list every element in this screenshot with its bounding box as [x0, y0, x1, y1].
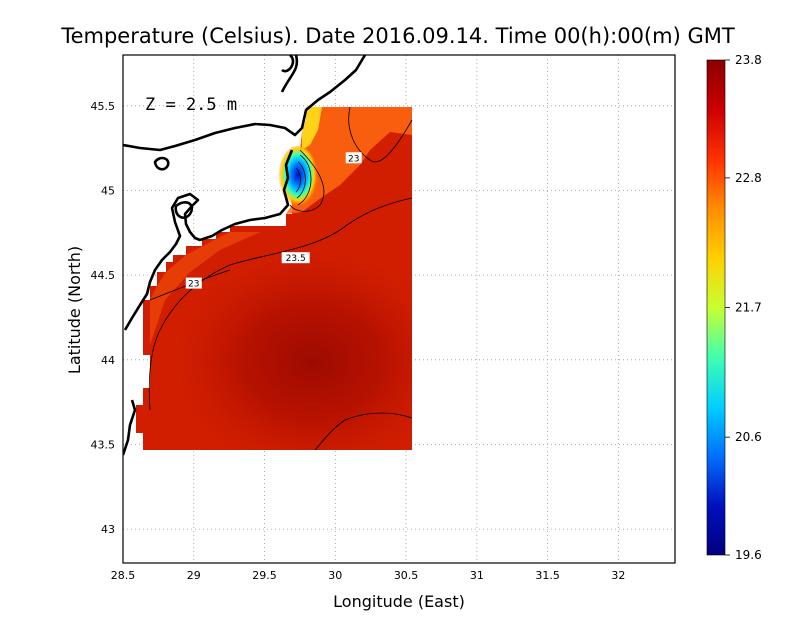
x-axis-label: Longitude (East)	[333, 592, 465, 611]
x-axis-ticks: 28.5 29 29.5 30 30.5 31 31.5 32	[111, 569, 626, 582]
colorbar-tick-label: 20.6	[735, 430, 762, 444]
y-axis-ticks: 43 43.5 44 44.5 45 45.5	[91, 100, 116, 536]
map-plot-area: 23 23.5 23 Z = 2.5 m	[122, 54, 676, 564]
x-tick-label: 32	[611, 569, 625, 582]
x-tick-label: 30.5	[394, 569, 419, 582]
contour-label: 23	[345, 152, 362, 164]
map-title: Temperature (Celsius). Date 2016.09.14. …	[60, 24, 735, 48]
cold-spot	[278, 146, 318, 210]
colorbar-tick-label: 21.7	[735, 301, 762, 315]
y-tick-label: 45.5	[91, 100, 116, 113]
y-tick-label: 44.5	[91, 269, 116, 282]
x-tick-label: 30	[328, 569, 342, 582]
coastal-orange-strip	[150, 232, 260, 345]
x-tick-label: 29	[187, 569, 201, 582]
lagoon-2	[174, 201, 194, 219]
contour-cold-2	[296, 161, 306, 199]
colorbar-tick-label: 22.8	[735, 171, 762, 185]
contour-label-box	[185, 277, 202, 289]
lagoon-3	[281, 55, 295, 73]
colorbar-ticks: 23.8 22.8 21.7 20.6 19.6	[725, 53, 762, 562]
contour-label: 23	[185, 277, 202, 290]
colorbar-tick-label: 19.6	[735, 548, 762, 562]
x-tick-label: 28.5	[111, 569, 136, 582]
temperature-field	[136, 106, 413, 451]
contour-cold-1	[297, 154, 312, 206]
contour-label: 23.5	[281, 252, 310, 264]
y-tick-label: 44	[101, 354, 115, 367]
coastline	[123, 55, 367, 456]
x-tick-label: 29.5	[252, 569, 277, 582]
coastline-danube-delta	[123, 149, 294, 331]
y-tick-label: 43.5	[91, 438, 116, 451]
y-tick-label: 43	[101, 523, 115, 536]
y-tick-label: 45	[101, 184, 115, 197]
contour-23-north	[348, 106, 413, 163]
x-tick-label: 31.5	[535, 569, 560, 582]
contour-23-5-shelf	[148, 197, 413, 411]
coastline-romania-ukraine	[123, 55, 367, 152]
x-tick-label: 31	[470, 569, 484, 582]
contour-label-box	[281, 252, 310, 264]
coastline-south	[123, 399, 137, 456]
contour-cold-3	[295, 167, 301, 193]
contour-23-south	[314, 412, 413, 451]
yellow-upwelling-patch	[302, 107, 322, 150]
colorbar-gradient	[706, 59, 726, 556]
lagoon-1	[153, 156, 170, 171]
contour-label-box	[345, 152, 362, 164]
y-axis-label: Latitude (North)	[65, 246, 84, 374]
contour-label-text: 23.5	[286, 254, 306, 264]
plot-frame	[122, 54, 676, 564]
island-crimea-coast	[280, 55, 299, 93]
depth-label: Z = 2.5 m	[145, 95, 237, 115]
contour-label-text: 23	[348, 154, 359, 164]
colorbar-tick-label: 23.8	[735, 53, 762, 67]
contour-lines	[148, 106, 413, 451]
contour-labels: 23 23.5 23	[185, 152, 362, 290]
warm-core-region	[150, 240, 412, 450]
contour-label-text: 23	[188, 280, 199, 290]
colorbar: 23.8 22.8 21.7 20.6 19.6	[706, 53, 762, 562]
contour-23-inner	[289, 149, 325, 212]
